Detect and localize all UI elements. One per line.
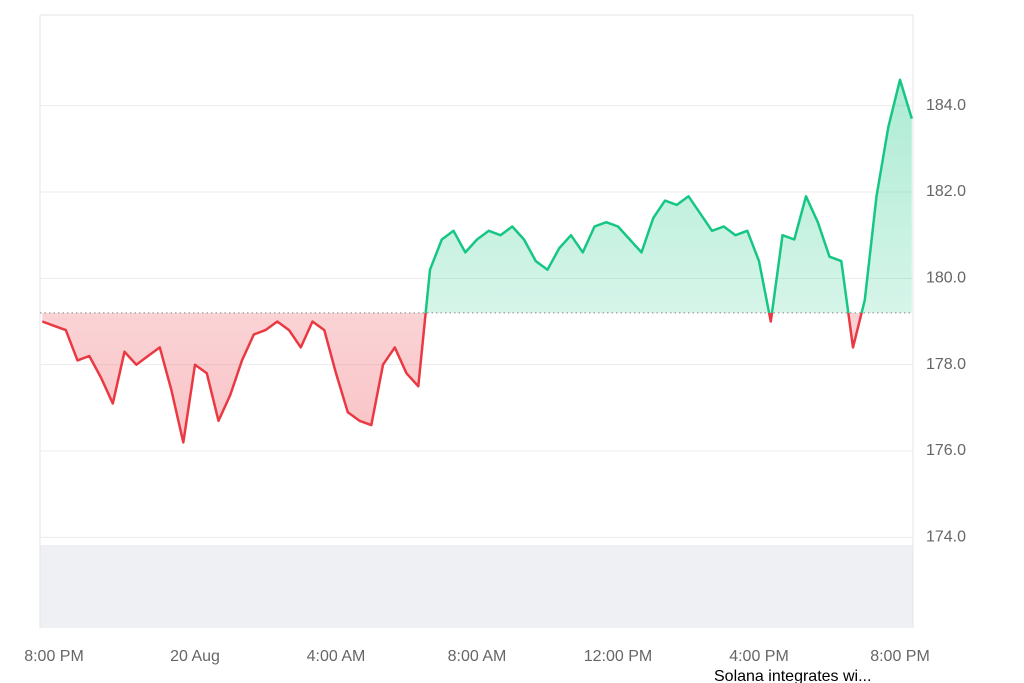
- news-annotation[interactable]: Solana integrates wi...: [714, 668, 871, 683]
- x-tick-label: 12:00 PM: [584, 648, 652, 665]
- area-down: [42, 312, 862, 443]
- x-tick-label: 20 Aug: [170, 648, 220, 665]
- area-up: [42, 79, 912, 313]
- price-line-up: [424, 78, 913, 313]
- y-tick-label: 180.0: [926, 270, 966, 287]
- x-tick-label: 8:00 PM: [870, 648, 930, 665]
- x-tick-label: 8:00 AM: [448, 648, 507, 665]
- x-tick-label: 4:00 AM: [307, 648, 366, 665]
- y-tick-label: 178.0: [926, 356, 966, 373]
- volume-band: [40, 545, 913, 628]
- y-tick-label: 174.0: [926, 529, 966, 546]
- price-line-down: [41, 312, 863, 444]
- y-tick-label: 182.0: [926, 183, 966, 200]
- y-tick-label: 184.0: [926, 97, 966, 114]
- x-tick-label: 8:00 PM: [24, 648, 84, 665]
- x-tick-label: 4:00 PM: [729, 648, 789, 665]
- y-tick-label: 176.0: [926, 442, 966, 459]
